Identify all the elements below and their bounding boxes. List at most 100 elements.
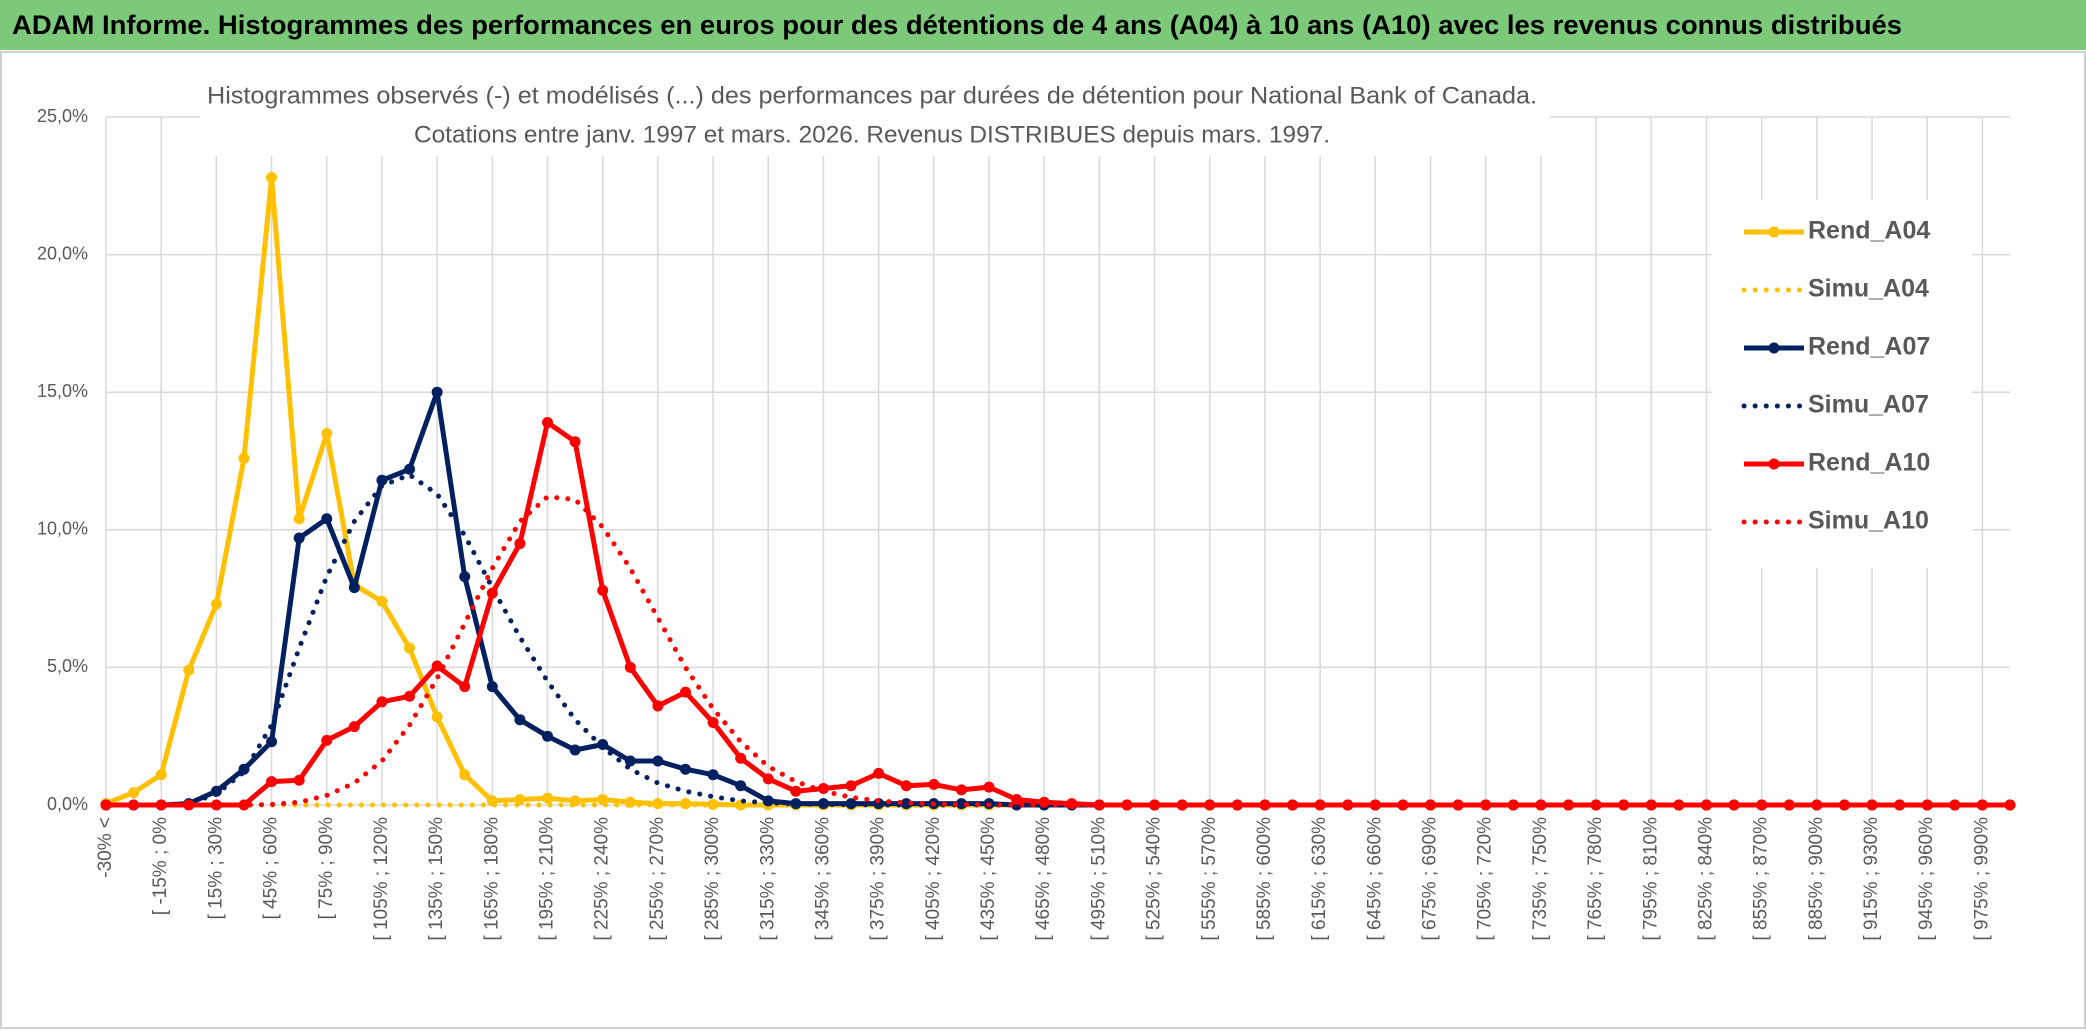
x-tick-label: [ 495% ; 510% — [1088, 817, 1109, 941]
point-marker — [293, 532, 305, 544]
point-marker — [707, 769, 719, 781]
point-marker — [1645, 799, 1657, 811]
point-marker — [1756, 799, 1768, 811]
x-tick-label: [ 315% ; 330% — [757, 817, 778, 941]
x-tick-label: [ 165% ; 180% — [481, 817, 502, 941]
point-marker — [238, 452, 250, 464]
point-marker — [404, 463, 416, 475]
point-marker — [1866, 799, 1878, 811]
point-marker — [1535, 799, 1547, 811]
point-marker — [155, 769, 167, 781]
point-marker — [1976, 799, 1988, 811]
y-tick-label: 15,0% — [37, 381, 88, 401]
point-marker — [1342, 799, 1354, 811]
x-tick-label: [ 525% ; 540% — [1144, 817, 1165, 941]
x-tick-label: -30% < — [95, 817, 116, 878]
point-marker — [983, 781, 995, 793]
x-tick-label: [ 195% ; 210% — [537, 817, 558, 941]
y-tick-label: 25,0% — [37, 106, 88, 126]
point-marker — [1231, 799, 1243, 811]
point-marker — [404, 642, 416, 654]
x-tick-label: [ 855% ; 870% — [1751, 817, 1772, 941]
chart-title: Histogrammes observés (-) et modélisés (… — [207, 82, 1537, 109]
point-marker — [542, 730, 554, 742]
point-marker — [1287, 799, 1299, 811]
point-marker — [569, 436, 581, 448]
point-marker — [431, 660, 443, 672]
point-marker — [845, 780, 857, 792]
point-marker — [928, 778, 940, 790]
point-marker — [293, 513, 305, 525]
point-marker — [652, 755, 664, 767]
point-marker — [128, 799, 140, 811]
point-marker — [624, 755, 636, 767]
point-marker — [1590, 799, 1602, 811]
legend-label: Rend_A04 — [1808, 217, 1930, 245]
point-marker — [1811, 799, 1823, 811]
point-marker — [1121, 799, 1133, 811]
point-marker — [266, 172, 278, 184]
point-marker — [597, 793, 609, 805]
x-tick-label: [ 645% ; 660% — [1364, 817, 1385, 941]
x-tick-label: [ 945% ; 960% — [1916, 817, 1937, 941]
y-tick-label: 5,0% — [47, 656, 88, 676]
point-marker — [873, 767, 885, 779]
legend-label: Simu_A10 — [1808, 507, 1929, 535]
legend-label: Simu_A07 — [1808, 391, 1929, 419]
point-marker — [266, 736, 278, 748]
point-marker — [542, 416, 554, 428]
point-marker — [652, 700, 664, 712]
point-marker — [183, 664, 195, 676]
point-marker — [542, 792, 554, 804]
point-marker — [486, 681, 498, 693]
point-marker — [348, 582, 360, 594]
point-marker — [376, 696, 388, 708]
point-marker — [321, 734, 333, 746]
legend-marker — [1768, 458, 1780, 470]
point-marker — [348, 721, 360, 733]
point-marker — [321, 427, 333, 439]
x-tick-label: [ 255% ; 270% — [647, 817, 668, 941]
point-marker — [486, 587, 498, 599]
point-marker — [679, 763, 691, 775]
x-tick-label: [ 45% ; 60% — [261, 817, 282, 920]
point-marker — [376, 474, 388, 486]
point-marker — [431, 386, 443, 398]
x-tick-label: [ 435% ; 450% — [978, 817, 999, 941]
point-marker — [1700, 799, 1712, 811]
legend-marker — [1768, 342, 1780, 354]
point-marker — [183, 799, 195, 811]
point-marker — [514, 714, 526, 726]
point-marker — [597, 584, 609, 596]
x-tick-label: [ 345% ; 360% — [812, 817, 833, 941]
x-tick-label: [ 405% ; 420% — [923, 817, 944, 941]
point-marker — [459, 769, 471, 781]
x-tick-label: [ 915% ; 930% — [1861, 817, 1882, 941]
point-marker — [790, 785, 802, 797]
point-marker — [1452, 799, 1464, 811]
point-marker — [735, 780, 747, 792]
x-tick-label: [ -15% ; 0% — [150, 817, 171, 915]
x-tick-label: [ 615% ; 630% — [1309, 817, 1330, 941]
x-tick-label: [ 675% ; 690% — [1420, 817, 1441, 941]
header-title: ADAM Informe. Histogrammes des performan… — [12, 10, 1902, 40]
legend-marker — [1768, 226, 1780, 238]
point-marker — [404, 690, 416, 702]
point-marker — [900, 780, 912, 792]
point-marker — [679, 686, 691, 698]
point-marker — [762, 773, 774, 785]
point-marker — [431, 711, 443, 723]
x-tick-label: [ 765% ; 780% — [1585, 817, 1606, 941]
x-tick-label: [ 15% ; 30% — [205, 817, 226, 920]
point-marker — [569, 744, 581, 756]
point-marker — [321, 513, 333, 525]
header-bar — [0, 0, 2086, 50]
point-marker — [238, 799, 250, 811]
point-marker — [210, 598, 222, 610]
x-tick-label: [ 75% ; 90% — [316, 817, 337, 920]
point-marker — [1397, 799, 1409, 811]
point-marker — [624, 661, 636, 673]
point-marker — [1038, 796, 1050, 808]
point-marker — [128, 787, 140, 799]
